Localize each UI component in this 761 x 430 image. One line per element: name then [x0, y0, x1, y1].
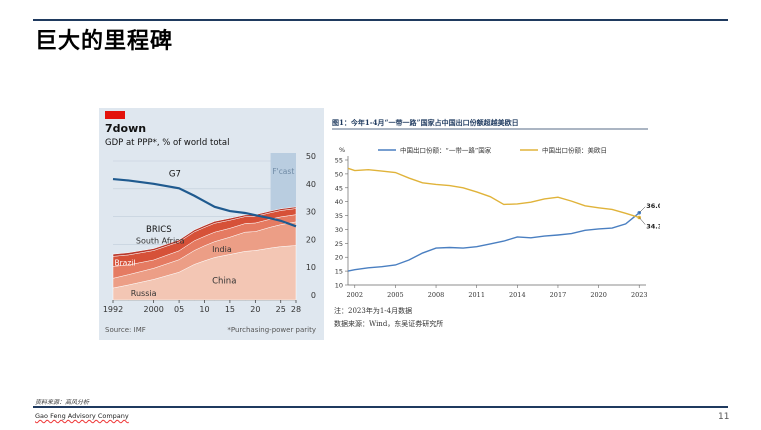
label-china: China — [212, 276, 236, 286]
right-chart: 图1：今年1-4月“一带一路”国家占中国出口份额超越美欧日 % 中国出口份额：“… — [332, 118, 663, 328]
y-tick-label: 20 — [335, 254, 343, 262]
x-tick-label: 2002 — [346, 291, 363, 299]
x-tick-label: 2017 — [550, 291, 567, 299]
left-chart-subtitle: GDP at PPP*, % of world total — [105, 138, 229, 148]
y-tick-label: 50 — [335, 170, 343, 178]
right-chart-unit: % — [339, 146, 345, 154]
left-chart-panel: 7down GDP at PPP*, % of world total F'ca… — [99, 108, 324, 340]
y-tick-label: 30 — [306, 208, 316, 217]
x-tick-label: 2020 — [590, 291, 607, 299]
label-south-africa: South Africa — [136, 237, 185, 246]
bottom-rule — [33, 406, 728, 408]
annotation-leader-1 — [639, 206, 646, 213]
x-tick-label: 2008 — [428, 291, 445, 299]
label-brics: BRICS — [146, 225, 172, 235]
annotation-value-2: 34.3 — [646, 223, 660, 231]
y-tick-label: 35 — [335, 212, 343, 220]
left-chart-source: Source: IMF — [105, 326, 146, 334]
x-tick-label: 15 — [225, 305, 235, 314]
series-line-2 — [347, 167, 640, 219]
label-brazil: Brazil — [115, 258, 136, 267]
y-tick-label: 25 — [335, 240, 343, 248]
economist-red-tag — [105, 111, 125, 119]
line-g7 — [112, 177, 297, 228]
right-chart-note-2: 数据来源：Wind，东吴证券研究所 — [334, 319, 443, 328]
y-tick-label: 50 — [306, 152, 316, 161]
y-tick-label: 40 — [335, 198, 343, 206]
company-name: Gao Feng Advisory Company — [35, 412, 129, 420]
y-tick-label: 10 — [306, 263, 316, 272]
x-tick-label: 2014 — [509, 291, 526, 299]
source-note: 资料来源：高风分析 — [35, 399, 90, 406]
y-tick-label: 30 — [335, 226, 343, 234]
y-tick-label: 45 — [335, 184, 343, 192]
y-tick-label: 15 — [335, 268, 343, 276]
right-chart-panel: 图1：今年1-4月“一带一路”国家占中国出口份额超越美欧日 % 中国出口份额：“… — [330, 108, 663, 340]
forecast-label: F'cast — [272, 167, 294, 176]
x-tick-label: 1992 — [103, 305, 123, 314]
y-tick-label: 0 — [311, 291, 316, 300]
y-tick-label: 40 — [306, 180, 316, 189]
label-india: India — [212, 245, 232, 254]
y-tick-label: 55 — [335, 157, 343, 165]
x-tick-label: 05 — [174, 305, 184, 314]
annotation-value-1: 36.0 — [646, 202, 660, 210]
left-chart: 7down GDP at PPP*, % of world total F'ca… — [103, 111, 316, 334]
x-tick-label: 2011 — [468, 291, 485, 299]
x-tick-label: 20 — [250, 305, 260, 314]
y-tick-label: 10 — [335, 282, 343, 290]
x-tick-label: 2023 — [631, 291, 648, 299]
area-south-africa — [112, 206, 297, 257]
x-tick-label: 2005 — [387, 291, 404, 299]
series-line-1 — [347, 212, 640, 272]
y-tick-label: 20 — [306, 235, 316, 244]
legend-label-1: 中国出口份额：“一带一路”国家 — [400, 146, 492, 155]
right-chart-title: 图1：今年1-4月“一带一路”国家占中国出口份额超越美欧日 — [332, 118, 519, 127]
legend-label-2: 中国出口份额：美欧日 — [542, 146, 607, 155]
x-tick-label: 2000 — [143, 305, 163, 314]
top-rule — [33, 19, 728, 21]
x-tick-label: 28 — [291, 305, 301, 314]
left-chart-footnote: *Purchasing-power parity — [227, 326, 316, 334]
annotation-leader-2 — [639, 217, 646, 225]
x-tick-label: 25 — [276, 305, 286, 314]
label-g7: G7 — [169, 169, 181, 179]
left-chart-title: 7down — [105, 122, 146, 135]
x-tick-label: 10 — [199, 305, 209, 314]
right-chart-note-1: 注：2023年为1-4月数据 — [334, 306, 412, 315]
page-number: 11 — [718, 412, 730, 422]
label-russia: Russia — [131, 289, 157, 298]
slide-title: 巨大的里程碑 — [35, 29, 174, 54]
